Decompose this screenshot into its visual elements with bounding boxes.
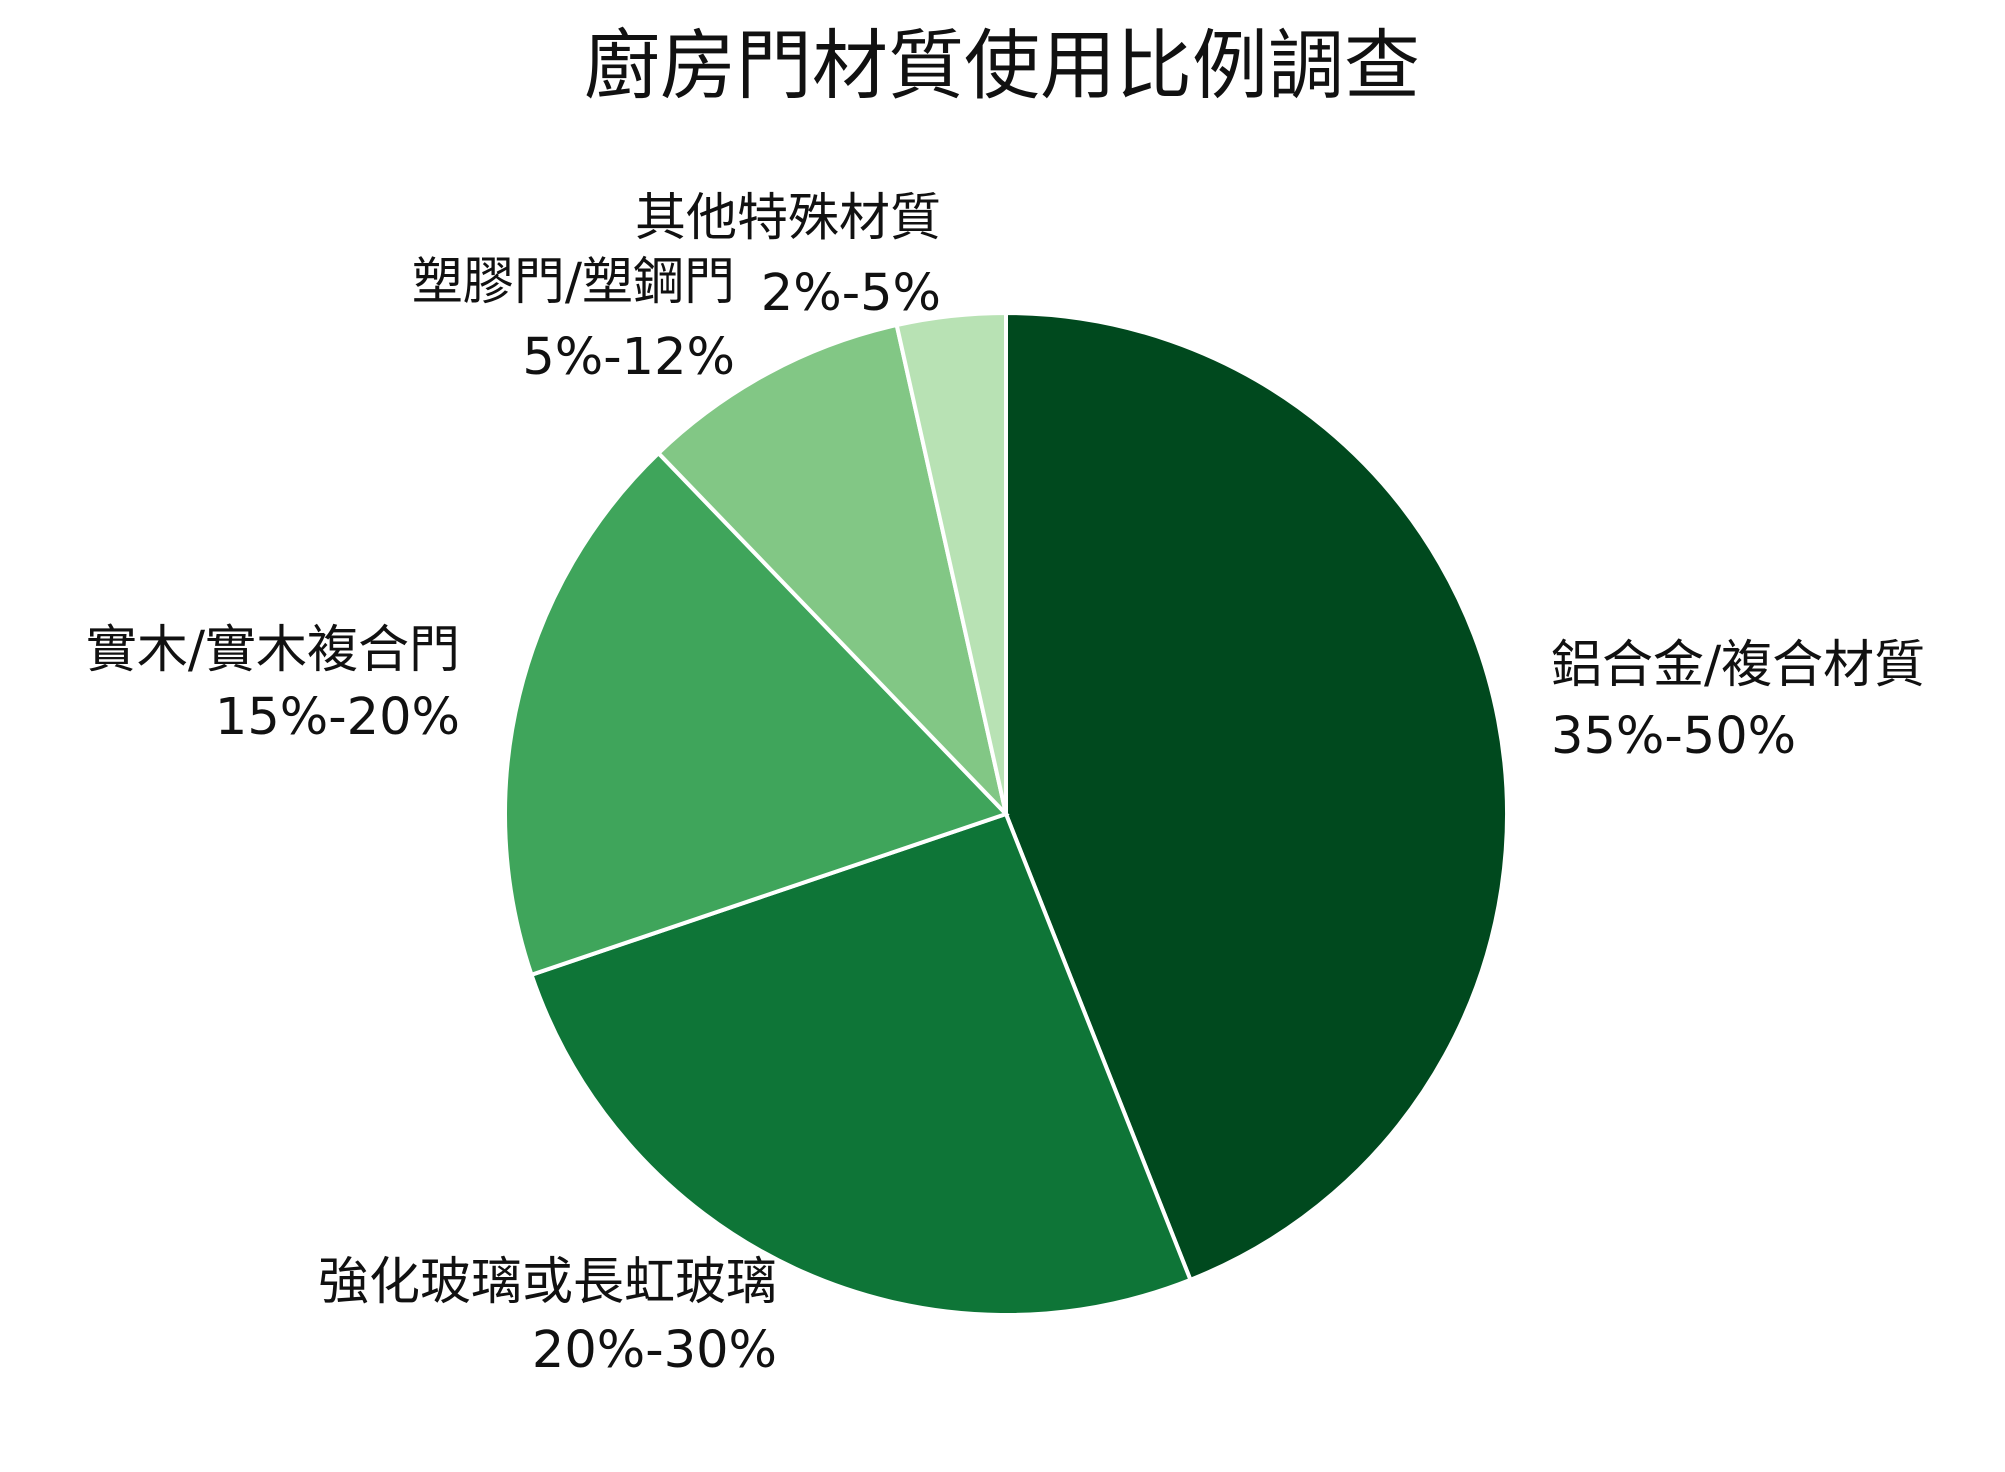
pie-slice: [528, 811, 1194, 1317]
pie-slice: [503, 450, 1010, 978]
slice-label: 塑膠門/塑鋼門: [412, 253, 735, 312]
pie-slice: [1004, 310, 1509, 1283]
slice-range: 35%-50%: [1551, 707, 1796, 766]
slice-range: 15%-20%: [215, 688, 460, 747]
slice-range: 2%-5%: [761, 264, 941, 323]
pie-slice: [894, 310, 1008, 815]
slice-label: 強化玻璃或長虹玻璃: [318, 1253, 777, 1312]
slice-label: 實木/實木複合門: [86, 621, 460, 680]
slice-range: 20%-30%: [532, 1321, 777, 1380]
slice-label: 其他特殊材質: [635, 189, 941, 248]
chart-title: 廚房門材質使用比例調查: [584, 21, 1420, 110]
slice-range: 5%-12%: [522, 328, 735, 387]
slice-label: 鋁合金/複合材質: [1551, 636, 1925, 695]
pie-slice: [655, 322, 1010, 821]
